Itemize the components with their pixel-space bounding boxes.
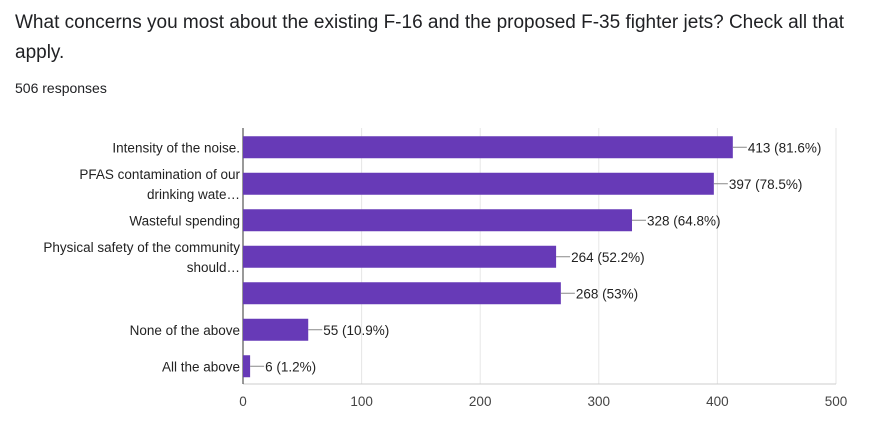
category-label-line: All the above xyxy=(162,359,240,374)
question-title: What concerns you most about the existin… xyxy=(15,12,845,63)
category-label: Intensity of the noise. xyxy=(112,140,240,155)
bar xyxy=(243,355,251,378)
bar xyxy=(243,282,561,305)
category-label: Physical safety of the community should… xyxy=(43,240,240,275)
category-label-line: should… xyxy=(187,260,240,275)
x-tick-label: 500 xyxy=(825,394,848,409)
x-tick-label: 400 xyxy=(706,394,729,409)
category-label: PFAS contamination of our drinking wate… xyxy=(79,167,240,202)
category-label: None of the above xyxy=(130,323,240,338)
value-label: 328 (64.8%) xyxy=(647,213,721,228)
value-label: 55 (10.9%) xyxy=(323,323,389,338)
bar xyxy=(243,209,633,232)
x-axis-ticks: 0 100 200 300 400 500 xyxy=(239,394,847,409)
value-label: 397 (78.5%) xyxy=(729,177,803,192)
category-label: All the above xyxy=(162,359,240,374)
value-label: 264 (52.2%) xyxy=(571,250,645,265)
x-tick-label: 100 xyxy=(350,394,373,409)
category-label-line: Intensity of the noise. xyxy=(112,140,240,155)
category-label-line: Physical safety of the community xyxy=(43,240,240,255)
category-labels: Intensity of the noise. PFAS contaminatio… xyxy=(43,140,240,374)
category-label: Wasteful spending xyxy=(129,213,240,228)
category-label-line: None of the above xyxy=(130,323,240,338)
value-labels: 413 (81.6%) 397 (78.5%) 328 (64.8%) 264 (52… xyxy=(250,140,821,374)
category-label-line: PFAS contamination of our xyxy=(79,167,240,182)
value-label: 268 (53%) xyxy=(576,286,638,301)
grid-lines xyxy=(242,128,837,385)
category-label-line: Wasteful spending xyxy=(129,213,240,228)
bar xyxy=(243,245,557,268)
bar xyxy=(243,172,714,195)
value-label: 6 (1.2%) xyxy=(265,359,316,374)
response-count: 506 responses xyxy=(15,80,107,96)
x-tick-label: 200 xyxy=(469,394,492,409)
x-tick-label: 300 xyxy=(588,394,611,409)
x-tick-label: 0 xyxy=(239,394,247,409)
bar-chart: Intensity of the noise. PFAS contaminatio… xyxy=(43,128,847,409)
bar xyxy=(243,318,309,341)
bar xyxy=(243,136,733,159)
value-label: 413 (81.6%) xyxy=(748,140,822,155)
category-label-line: drinking wate… xyxy=(147,187,240,202)
bars xyxy=(243,136,733,378)
